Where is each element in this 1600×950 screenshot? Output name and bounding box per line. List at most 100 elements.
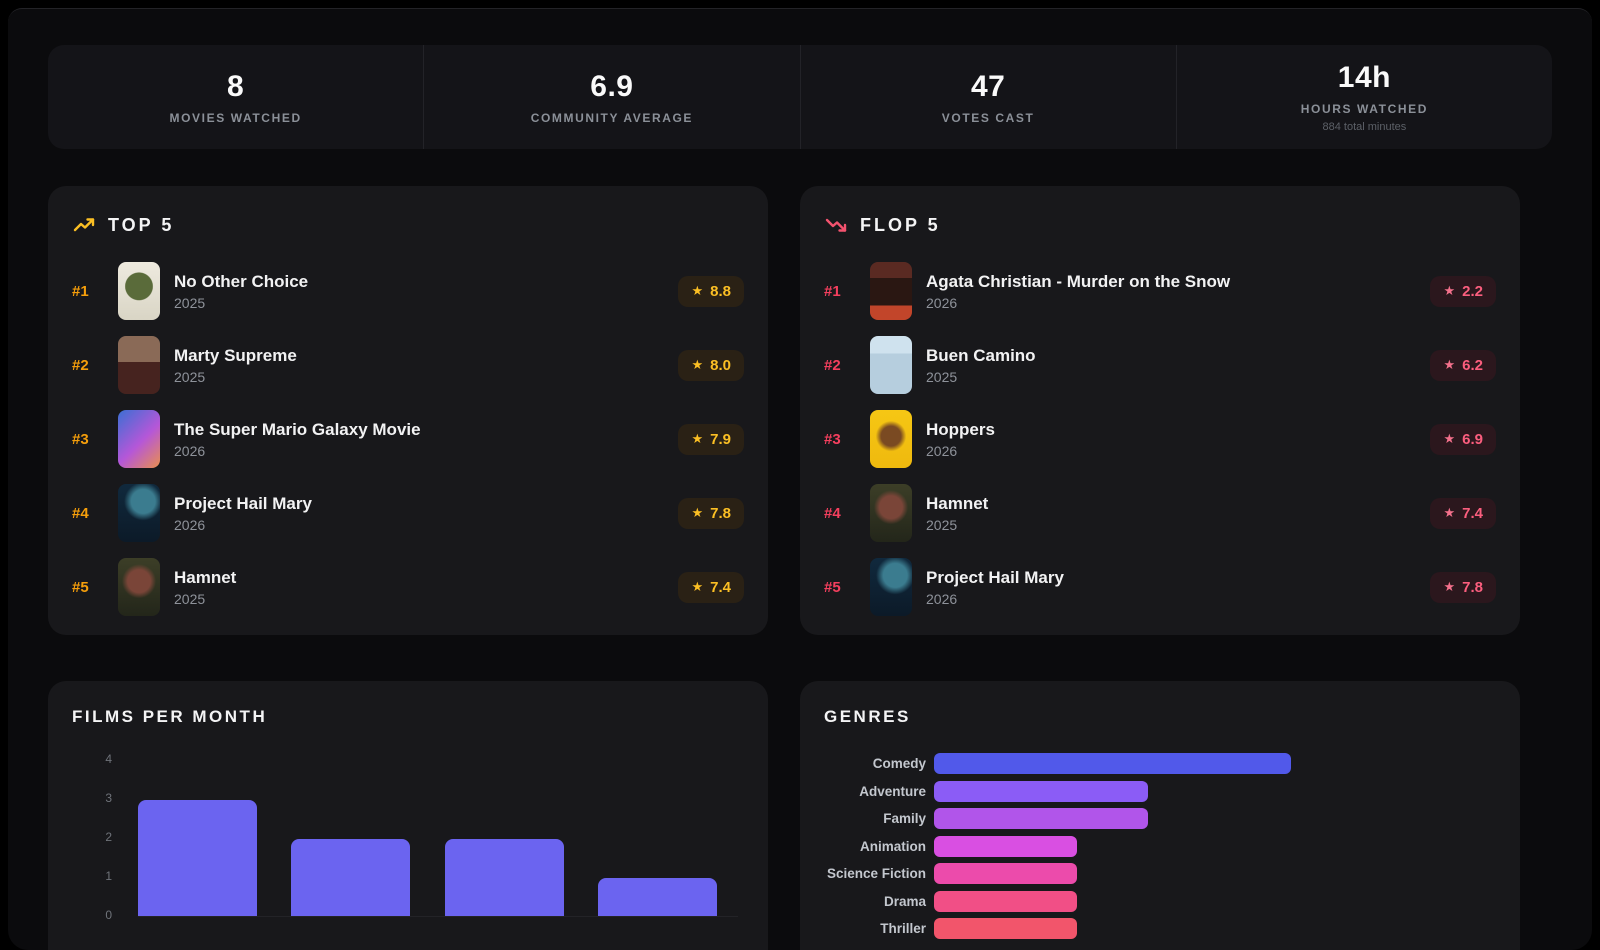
top5-row-4[interactable]: #4 Project Hail Mary 2026 ★ 7.8 [72,476,744,550]
top5-row-3[interactable]: #3 The Super Mario Galaxy Movie 2026 ★ 7… [72,402,744,476]
flop5-panel: FLOP 5 #1 Agata Christian - Murder on th… [800,186,1520,635]
stat-label: VOTES CAST [941,110,1035,125]
genre-label: Family [883,811,926,826]
rating-badge: ★ 8.8 [678,275,744,307]
rating-value: 8.8 [710,282,731,300]
movie-year: 2026 [926,442,958,459]
rank-label: #2 [824,356,841,374]
movie-year: 2025 [926,368,958,385]
movie-title: Marty Supreme [174,345,297,365]
movie-year: 2026 [174,516,206,533]
genre-bar [934,780,1149,802]
genre-bar [934,918,1077,939]
genre-row: Adventure [824,780,1496,802]
trending-down-icon [824,213,848,237]
stat-label: COMMUNITY AVERAGE [530,110,694,125]
stat-value: 8 [227,69,245,103]
genre-label: Adventure [859,783,926,799]
movie-poster [870,484,912,542]
rating-value: 8.0 [710,356,731,374]
movie-year: 2026 [174,442,206,459]
rating-value: 6.2 [1462,356,1483,374]
panel-title: TOP 5 [108,214,175,235]
rating-value: 7.4 [710,578,731,596]
trending-up-icon [72,213,96,237]
month-bar [445,838,564,917]
rating-badge: ★ 7.4 [678,571,744,603]
stats-summary-bar: 8 MOVIES WATCHED 6.9 COMMUNITY AVERAGE 4… [48,45,1552,149]
stat-hours-watched: 14h HOURS WATCHED 884 total minutes [1175,45,1552,149]
movie-poster [118,558,160,616]
flop5-row-3[interactable]: #3 Hoppers 2026 ★ 6.9 [824,402,1496,476]
star-icon: ★ [1443,431,1456,446]
genre-row: Animation [824,835,1496,857]
movie-poster [118,336,160,394]
movie-year: 2026 [926,294,958,311]
rating-value: 7.8 [1462,578,1483,596]
movie-title: Hamnet [174,567,237,587]
star-icon: ★ [691,431,704,446]
stat-label: HOURS WATCHED [1300,102,1428,116]
rank-label: #2 [72,356,89,374]
movie-year: 2026 [926,590,958,607]
rating-value: 7.9 [710,430,731,448]
flop5-row-1[interactable]: #1 Agata Christian - Murder on the Snow … [824,254,1496,328]
genre-row: Family [824,808,1496,829]
flop5-row-4[interactable]: #4 Hamnet 2025 ★ 7.4 [824,476,1496,550]
movie-title: Buen Camino [926,345,1036,365]
movie-poster [118,484,160,542]
rank-label: #1 [72,282,89,300]
rating-badge: ★ 8.0 [678,349,744,381]
genre-bar [934,753,1291,774]
rating-badge: ★ 7.8 [1430,571,1496,603]
movie-title: Project Hail Mary [926,567,1064,587]
rating-badge: ★ 7.8 [678,497,744,529]
month-bar [138,799,257,917]
star-icon: ★ [691,283,704,298]
genre-bar [934,863,1077,884]
rating-value: 7.8 [710,504,731,522]
movie-poster [870,262,912,320]
movie-year: 2025 [174,590,206,607]
movie-title: Hoppers [926,419,995,439]
star-icon: ★ [1443,505,1456,520]
genre-label: Animation [860,838,926,854]
top5-row-5[interactable]: #5 Hamnet 2025 ★ 7.4 [72,550,744,624]
stat-community-average: 6.9 COMMUNITY AVERAGE [423,45,799,149]
films-per-month-card: FILMS PER MONTH 4 3 2 1 0 [48,681,768,950]
genres-chart: Comedy Adventure Family Animation [824,753,1496,939]
stat-votes-cast: 47 VOTES CAST [799,45,1176,149]
flop5-row-2[interactable]: #2 Buen Camino 2025 ★ 6.2 [824,328,1496,402]
genre-label: Science Fiction [826,866,926,881]
star-icon: ★ [691,505,704,520]
movie-year: 2025 [926,516,958,533]
stat-label: MOVIES WATCHED [169,110,302,125]
genre-row: Comedy [824,753,1496,774]
rating-badge: ★ 2.2 [1430,275,1496,307]
star-icon: ★ [1443,283,1456,298]
top5-row-1[interactable]: #1 No Other Choice 2025 ★ 8.8 [72,254,744,328]
stat-value: 14h [1337,61,1391,94]
genre-row: Thriller [824,918,1496,939]
genre-label: Thriller [880,921,926,936]
x-axis-line [138,916,738,917]
star-icon: ★ [1443,357,1456,372]
rating-badge: ★ 7.9 [678,423,744,455]
movie-poster [870,410,912,468]
rating-value: 7.4 [1462,504,1483,522]
rank-label: #5 [72,578,89,596]
rank-label: #3 [824,430,841,448]
rank-label: #4 [824,504,841,522]
movie-year: 2025 [174,294,206,311]
rank-label: #4 [72,504,89,522]
panel-title: FLOP 5 [860,214,941,235]
movie-title: Agata Christian - Murder on the Snow [926,271,1231,291]
rating-value: 2.2 [1462,282,1483,300]
y-axis-tick: 4 [105,752,112,766]
stat-movies-watched: 8 MOVIES WATCHED [48,45,423,149]
movie-title: The Super Mario Galaxy Movie [174,419,421,439]
flop5-row-5[interactable]: #5 Project Hail Mary 2026 ★ 7.8 [824,550,1496,624]
top5-row-2[interactable]: #2 Marty Supreme 2025 ★ 8.0 [72,328,744,402]
stat-value: 6.9 [590,69,634,103]
genre-bar [934,890,1077,912]
